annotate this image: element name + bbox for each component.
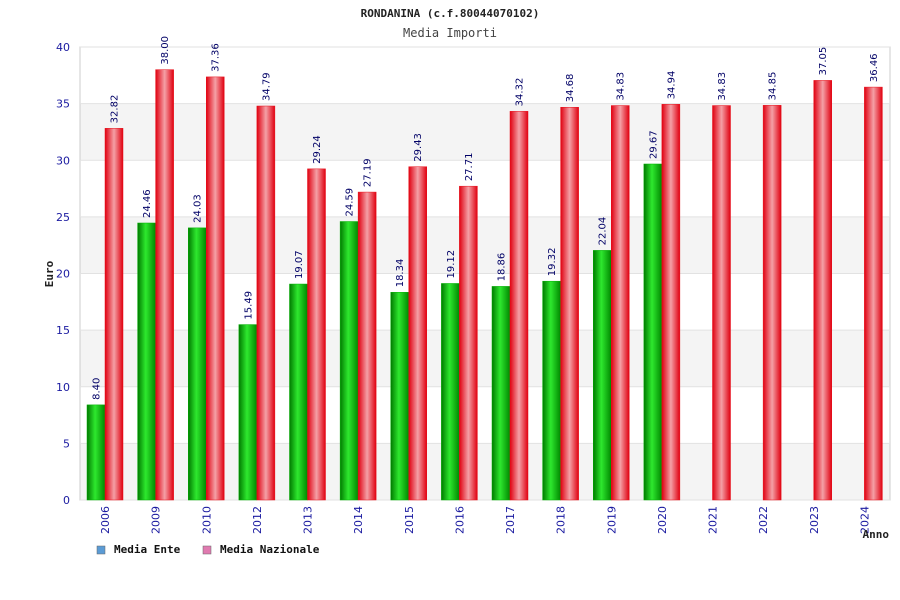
- bar-media-nazionale: [864, 86, 883, 501]
- y-axis-ticks: 0 5 10 15 20 25 30 35 40: [56, 41, 70, 507]
- bar-media-nazionale: [509, 111, 529, 501]
- data-label: 37.36: [211, 43, 222, 72]
- data-label: 24.03: [193, 194, 204, 223]
- x-tick-label: 2018: [555, 506, 568, 534]
- data-label: 34.83: [616, 72, 627, 101]
- data-label: 34.94: [666, 71, 677, 100]
- bar-media-nazionale: [307, 168, 326, 501]
- bars: [86, 69, 883, 501]
- data-label: 29.43: [413, 133, 424, 162]
- x-tick-label: 2016: [453, 506, 466, 534]
- x-tick-label: 2021: [707, 506, 720, 534]
- x-tick-label: 2009: [150, 506, 163, 534]
- bar-media-ente: [491, 286, 511, 501]
- data-label: 32.82: [110, 95, 121, 124]
- data-label: 27.71: [464, 153, 475, 182]
- x-tick-label: 2017: [504, 506, 517, 534]
- data-label: 37.05: [818, 47, 829, 76]
- x-tick-label: 2022: [757, 506, 770, 534]
- bar-media-ente: [86, 404, 106, 501]
- bar-media-ente: [441, 283, 460, 501]
- x-tick-label: 2024: [858, 506, 871, 534]
- data-label: 8.40: [92, 378, 103, 400]
- data-label: 19.07: [294, 250, 305, 279]
- data-label: 38.00: [160, 36, 171, 65]
- bar-media-nazionale: [256, 105, 276, 501]
- bar-media-ente: [339, 221, 359, 501]
- y-tick-label: 30: [56, 154, 70, 167]
- legend-swatch-media-nazionale: [202, 545, 212, 555]
- data-label: 18.86: [497, 253, 508, 282]
- bar-media-nazionale: [611, 105, 630, 501]
- y-tick-label: 0: [63, 494, 70, 507]
- x-axis-ticks: 2006 2009 2010 2012 2013 2014 2015 2016 2017 2018…: [99, 506, 871, 534]
- data-label: 24.59: [345, 188, 356, 217]
- data-label: 29.67: [648, 130, 659, 159]
- data-label: 29.24: [312, 135, 323, 164]
- legend-label-media-nazionale: Media Nazionale: [220, 543, 320, 556]
- bar-media-nazionale: [155, 69, 174, 501]
- y-tick-label: 25: [56, 211, 70, 224]
- bar-media-nazionale: [712, 105, 731, 501]
- data-label: 34.83: [717, 72, 728, 101]
- bar-media-ente: [542, 280, 561, 501]
- x-tick-label: 2013: [302, 506, 315, 534]
- y-tick-label: 20: [56, 268, 70, 281]
- bar-media-nazionale: [206, 76, 225, 501]
- data-label: 27.19: [363, 158, 374, 187]
- x-tick-label: 2015: [403, 506, 416, 534]
- y-axis-label: Euro: [43, 260, 56, 287]
- data-label: 19.12: [446, 250, 457, 279]
- data-label: 34.85: [768, 72, 779, 101]
- bar-media-ente: [289, 283, 308, 501]
- legend: Media Ente Media Nazionale: [96, 543, 320, 556]
- y-tick-label: 15: [56, 324, 70, 337]
- data-label: 34.79: [261, 72, 272, 101]
- x-tick-label: 2006: [99, 506, 112, 534]
- y-tick-label: 40: [56, 41, 70, 54]
- x-tick-label: 2019: [605, 506, 618, 534]
- bar-media-nazionale: [813, 80, 832, 501]
- bar-media-ente: [137, 222, 156, 501]
- bar-media-nazionale: [459, 185, 478, 501]
- bar-media-nazionale: [762, 105, 782, 501]
- data-label: 19.32: [547, 248, 558, 277]
- y-tick-label: 5: [63, 437, 70, 450]
- data-labels: 8.40 32.82 24.46 38.00 24.03 37.36 15.49 34.79 1…: [92, 36, 880, 400]
- data-label: 24.46: [142, 189, 153, 218]
- x-axis-label: Anno: [863, 528, 890, 541]
- bar-media-ente: [593, 250, 612, 501]
- bar-media-nazionale: [560, 106, 579, 501]
- bar-media-nazionale: [661, 104, 681, 501]
- y-tick-label: 10: [56, 381, 70, 394]
- data-label: 34.32: [515, 78, 526, 107]
- x-tick-label: 2012: [251, 506, 264, 534]
- x-tick-label: 2010: [200, 506, 213, 534]
- data-label: 36.46: [869, 53, 880, 82]
- data-label: 15.49: [243, 291, 254, 320]
- bar-media-nazionale: [357, 191, 377, 501]
- data-label: 34.68: [565, 74, 576, 103]
- x-tick-label: 2020: [656, 506, 669, 534]
- x-tick-label: 2023: [808, 506, 821, 534]
- data-label: 22.04: [598, 217, 609, 246]
- y-tick-label: 35: [56, 98, 70, 111]
- bar-media-ente: [188, 227, 207, 501]
- chart-title: RONDANINA (c.f.80044070102): [361, 7, 540, 20]
- data-label: 18.34: [395, 259, 406, 288]
- x-tick-label: 2014: [352, 506, 365, 534]
- bar-media-nazionale: [408, 166, 427, 501]
- bar-media-ente: [643, 163, 663, 501]
- bar-media-ente: [390, 292, 409, 501]
- bar-media-nazionale: [104, 128, 124, 501]
- chart-subtitle: Media Importi: [403, 26, 497, 40]
- legend-swatch-media-ente: [96, 545, 106, 555]
- bar-media-ente: [238, 324, 258, 501]
- legend-label-media-ente: Media Ente: [114, 543, 181, 556]
